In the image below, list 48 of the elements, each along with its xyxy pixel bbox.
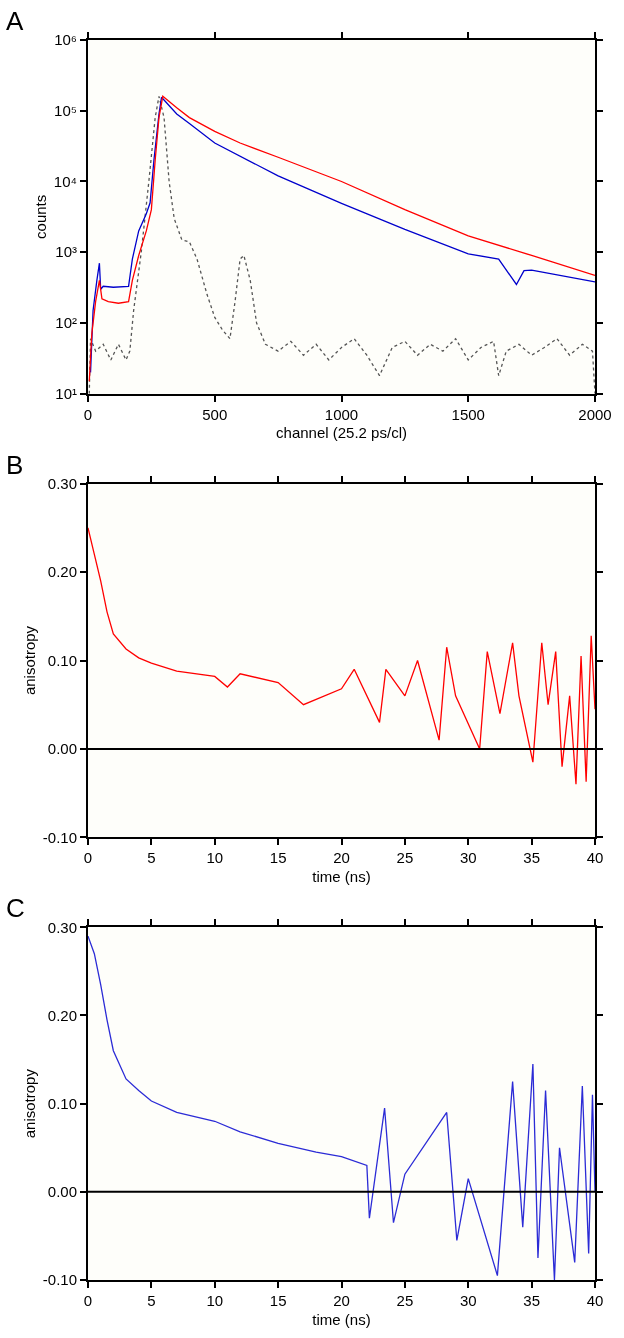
x-tick-label: 30 (459, 849, 477, 867)
x-tick-label: 10 (206, 1292, 224, 1309)
x-tick-label: 30 (459, 1292, 477, 1309)
y-tick-label: 0.00 (47, 740, 77, 758)
y-tick-label: 10¹ (55, 384, 77, 402)
x-tick-label: 15 (269, 849, 287, 867)
y-axis-title: anisotropy (20, 625, 38, 696)
x-tick-label: 20 (333, 849, 350, 867)
x-tick-label: 5 (147, 849, 156, 867)
x-tick-label: 40 (586, 1292, 604, 1309)
x-tick-label: 500 (202, 405, 228, 423)
x-axis-title: time (ns) (312, 867, 371, 885)
x-tick-label: 25 (396, 1292, 414, 1309)
x-tick-label: 1500 (451, 405, 485, 423)
x-tick-label: 25 (396, 849, 414, 867)
y-tick-label: 10⁴ (53, 172, 77, 190)
x-axis-title: time (ns) (312, 1310, 371, 1328)
chart-title: B (6, 450, 24, 480)
x-tick-label: 10 (206, 849, 224, 867)
y-tick-label: 0.10 (47, 651, 77, 669)
x-axis-title: channel (25.2 ps/cl) (276, 424, 407, 442)
x-tick-label: 0 (83, 405, 93, 423)
y-tick-label: 0.00 (47, 1183, 77, 1201)
x-tick-label: 1000 (324, 405, 359, 423)
y-tick-label: 0.30 (47, 918, 77, 936)
chart-title: C (6, 893, 25, 923)
y-tick-label: 0.20 (47, 563, 77, 581)
chart-title: A (6, 6, 24, 36)
y-tick-label: 10⁵ (54, 101, 77, 119)
y-tick-label: 0.20 (47, 1006, 77, 1024)
x-tick-label: 2000 (578, 405, 612, 423)
y-tick-label: 10⁶ (54, 31, 77, 49)
x-tick-label: 35 (523, 849, 540, 867)
y-tick-label: 10² (55, 314, 77, 332)
x-tick-label: 0 (83, 849, 93, 867)
y-tick-label: 0.30 (47, 474, 77, 492)
x-tick-label: 40 (586, 849, 604, 867)
x-tick-label: 35 (523, 1292, 540, 1309)
x-tick-label: 5 (147, 1292, 156, 1309)
y-tick-label: -0.10 (42, 1271, 77, 1289)
y-tick-label: 10³ (55, 243, 77, 261)
y-tick-label: -0.10 (42, 828, 77, 846)
y-tick-label: 0.10 (47, 1094, 77, 1112)
x-tick-label: 15 (269, 1292, 287, 1309)
y-axis-title: counts (31, 194, 49, 239)
x-tick-label: 20 (333, 1292, 350, 1309)
x-tick-label: 0 (83, 1292, 93, 1309)
y-axis-title: anisotropy (20, 1068, 38, 1139)
